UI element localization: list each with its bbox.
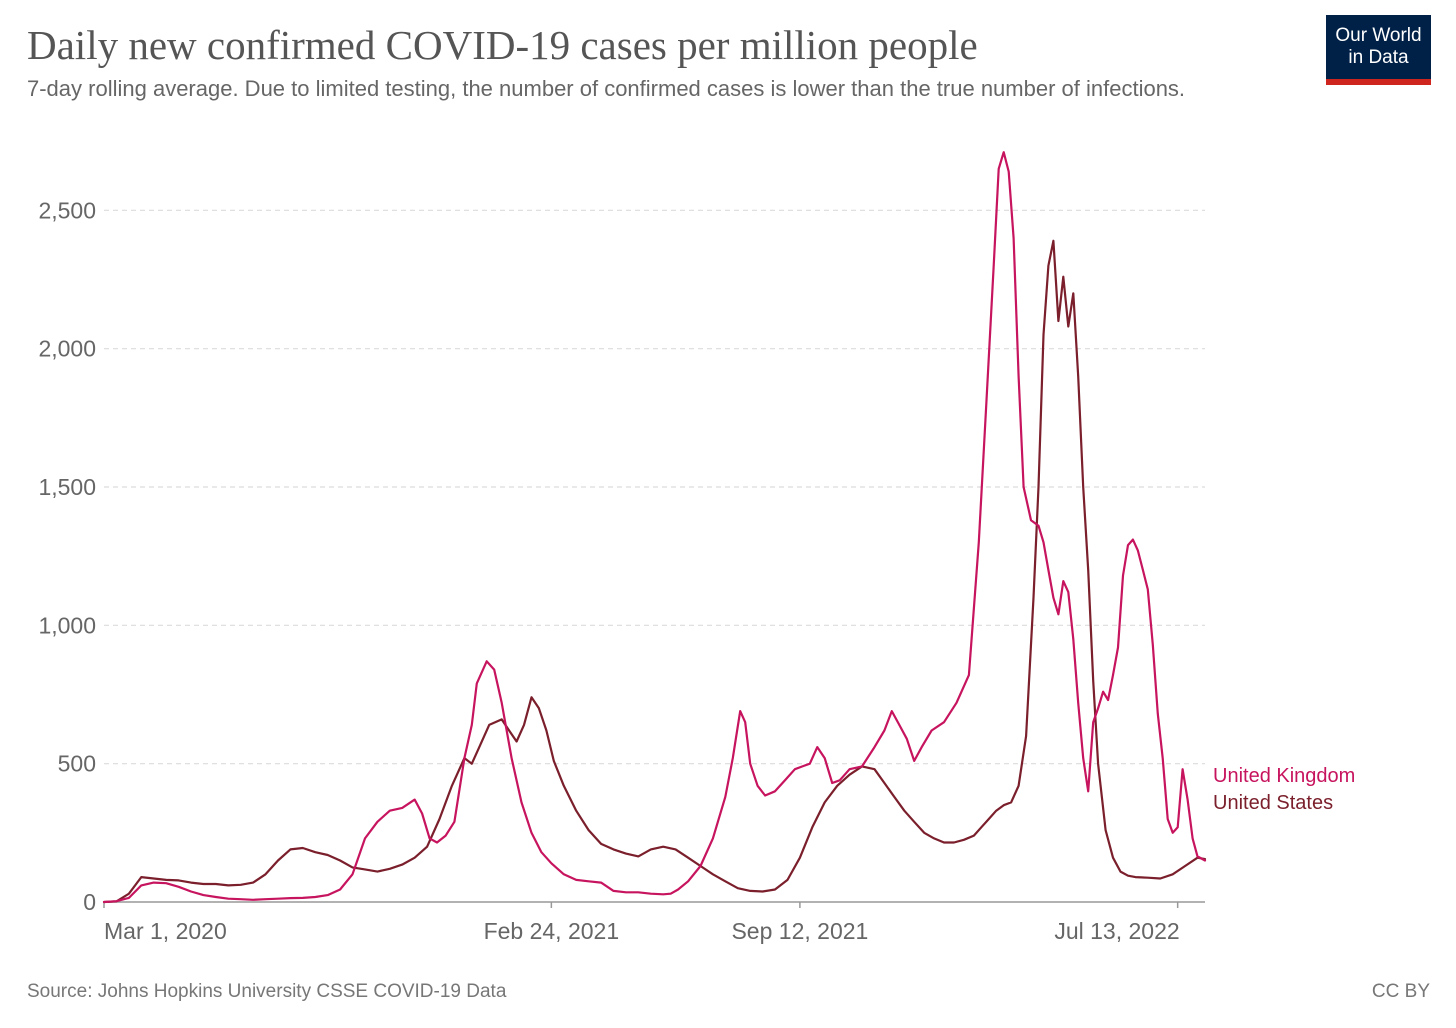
y-tick-label: 1,500	[38, 474, 96, 500]
x-tick-label: Jul 13, 2022	[1054, 918, 1179, 944]
series-label-united-kingdom: United Kingdom	[1213, 765, 1355, 787]
y-tick-label: 1,000	[38, 612, 96, 638]
source-note: Source: Johns Hopkins University CSSE CO…	[27, 981, 507, 1002]
x-tick-label: Mar 1, 2020	[104, 918, 227, 944]
y-tick-label: 2,000	[38, 336, 96, 362]
series-line-united-states	[102, 239, 1207, 904]
label-layer: United Kingdom United States	[1213, 765, 1355, 814]
axis-layer: 0 500 1,000 1,500 2,000 2,500 Mar 1, 2020 Feb 2…	[38, 197, 1205, 944]
y-tick-label: 500	[58, 751, 96, 777]
y-tick-label: 0	[83, 889, 96, 915]
grid-layer	[104, 209, 1205, 765]
logo-line-1: Our World	[1335, 25, 1422, 46]
line-chart: 0 500 1,000 1,500 2,000 2,500 Mar 1, 2020 Feb 2…	[38, 151, 1355, 944]
chart-title: Daily new confirmed COVID-19 cases per m…	[27, 22, 978, 68]
x-tick-label: Sep 12, 2021	[731, 918, 868, 944]
license-link[interactable]: CC BY	[1371, 981, 1430, 1002]
chart-subtitle: 7-day rolling average. Due to limited te…	[27, 76, 1186, 101]
series-line-united-kingdom	[102, 151, 1207, 904]
owid-logo[interactable]: Our World in Data	[1326, 15, 1431, 85]
series-layer	[102, 151, 1207, 904]
series-label-united-states: United States	[1213, 792, 1333, 814]
logo-line-2: in Data	[1348, 47, 1409, 68]
x-tick-label: Feb 24, 2021	[484, 918, 620, 944]
y-tick-label: 2,500	[38, 197, 96, 223]
